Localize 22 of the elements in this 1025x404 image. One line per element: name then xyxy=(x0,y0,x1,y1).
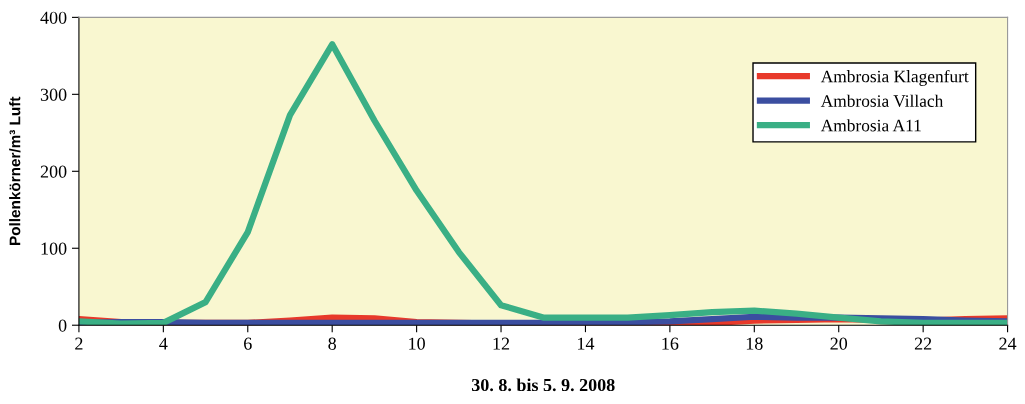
x-tick-label: 22 xyxy=(914,337,932,350)
y-tick-label: 400 xyxy=(40,11,67,24)
y-tick-label: 0 xyxy=(58,319,67,332)
x-tick-label: 14 xyxy=(578,337,595,350)
x-tick-label: 10 xyxy=(409,337,425,350)
x-tick-label: 12 xyxy=(493,337,510,350)
legend-label: Ambrosia Klagenfurt xyxy=(820,69,969,86)
x-axis-title: 30. 8. bis 5. 9. 2008 xyxy=(471,378,615,392)
x-tick-label: 4 xyxy=(159,337,168,350)
x-tick-label: 16 xyxy=(662,337,679,350)
y-tick-label: 200 xyxy=(40,165,67,178)
legend-label: Ambrosia A11 xyxy=(820,119,921,132)
x-tick-label: 20 xyxy=(830,337,848,350)
y-tick-label: 300 xyxy=(40,88,67,101)
x-tick-label: 2 xyxy=(75,337,83,350)
y-axis-title: Pollenkörner/m³ Luft xyxy=(9,96,21,245)
x-tick-label: 24 xyxy=(999,337,1017,350)
x-tick-label: 8 xyxy=(328,337,337,350)
legend-label: Ambrosia Villach xyxy=(820,94,944,107)
y-tick-label: 100 xyxy=(41,242,67,255)
x-tick-label: 6 xyxy=(244,337,252,350)
x-tick-label: 18 xyxy=(746,337,763,350)
